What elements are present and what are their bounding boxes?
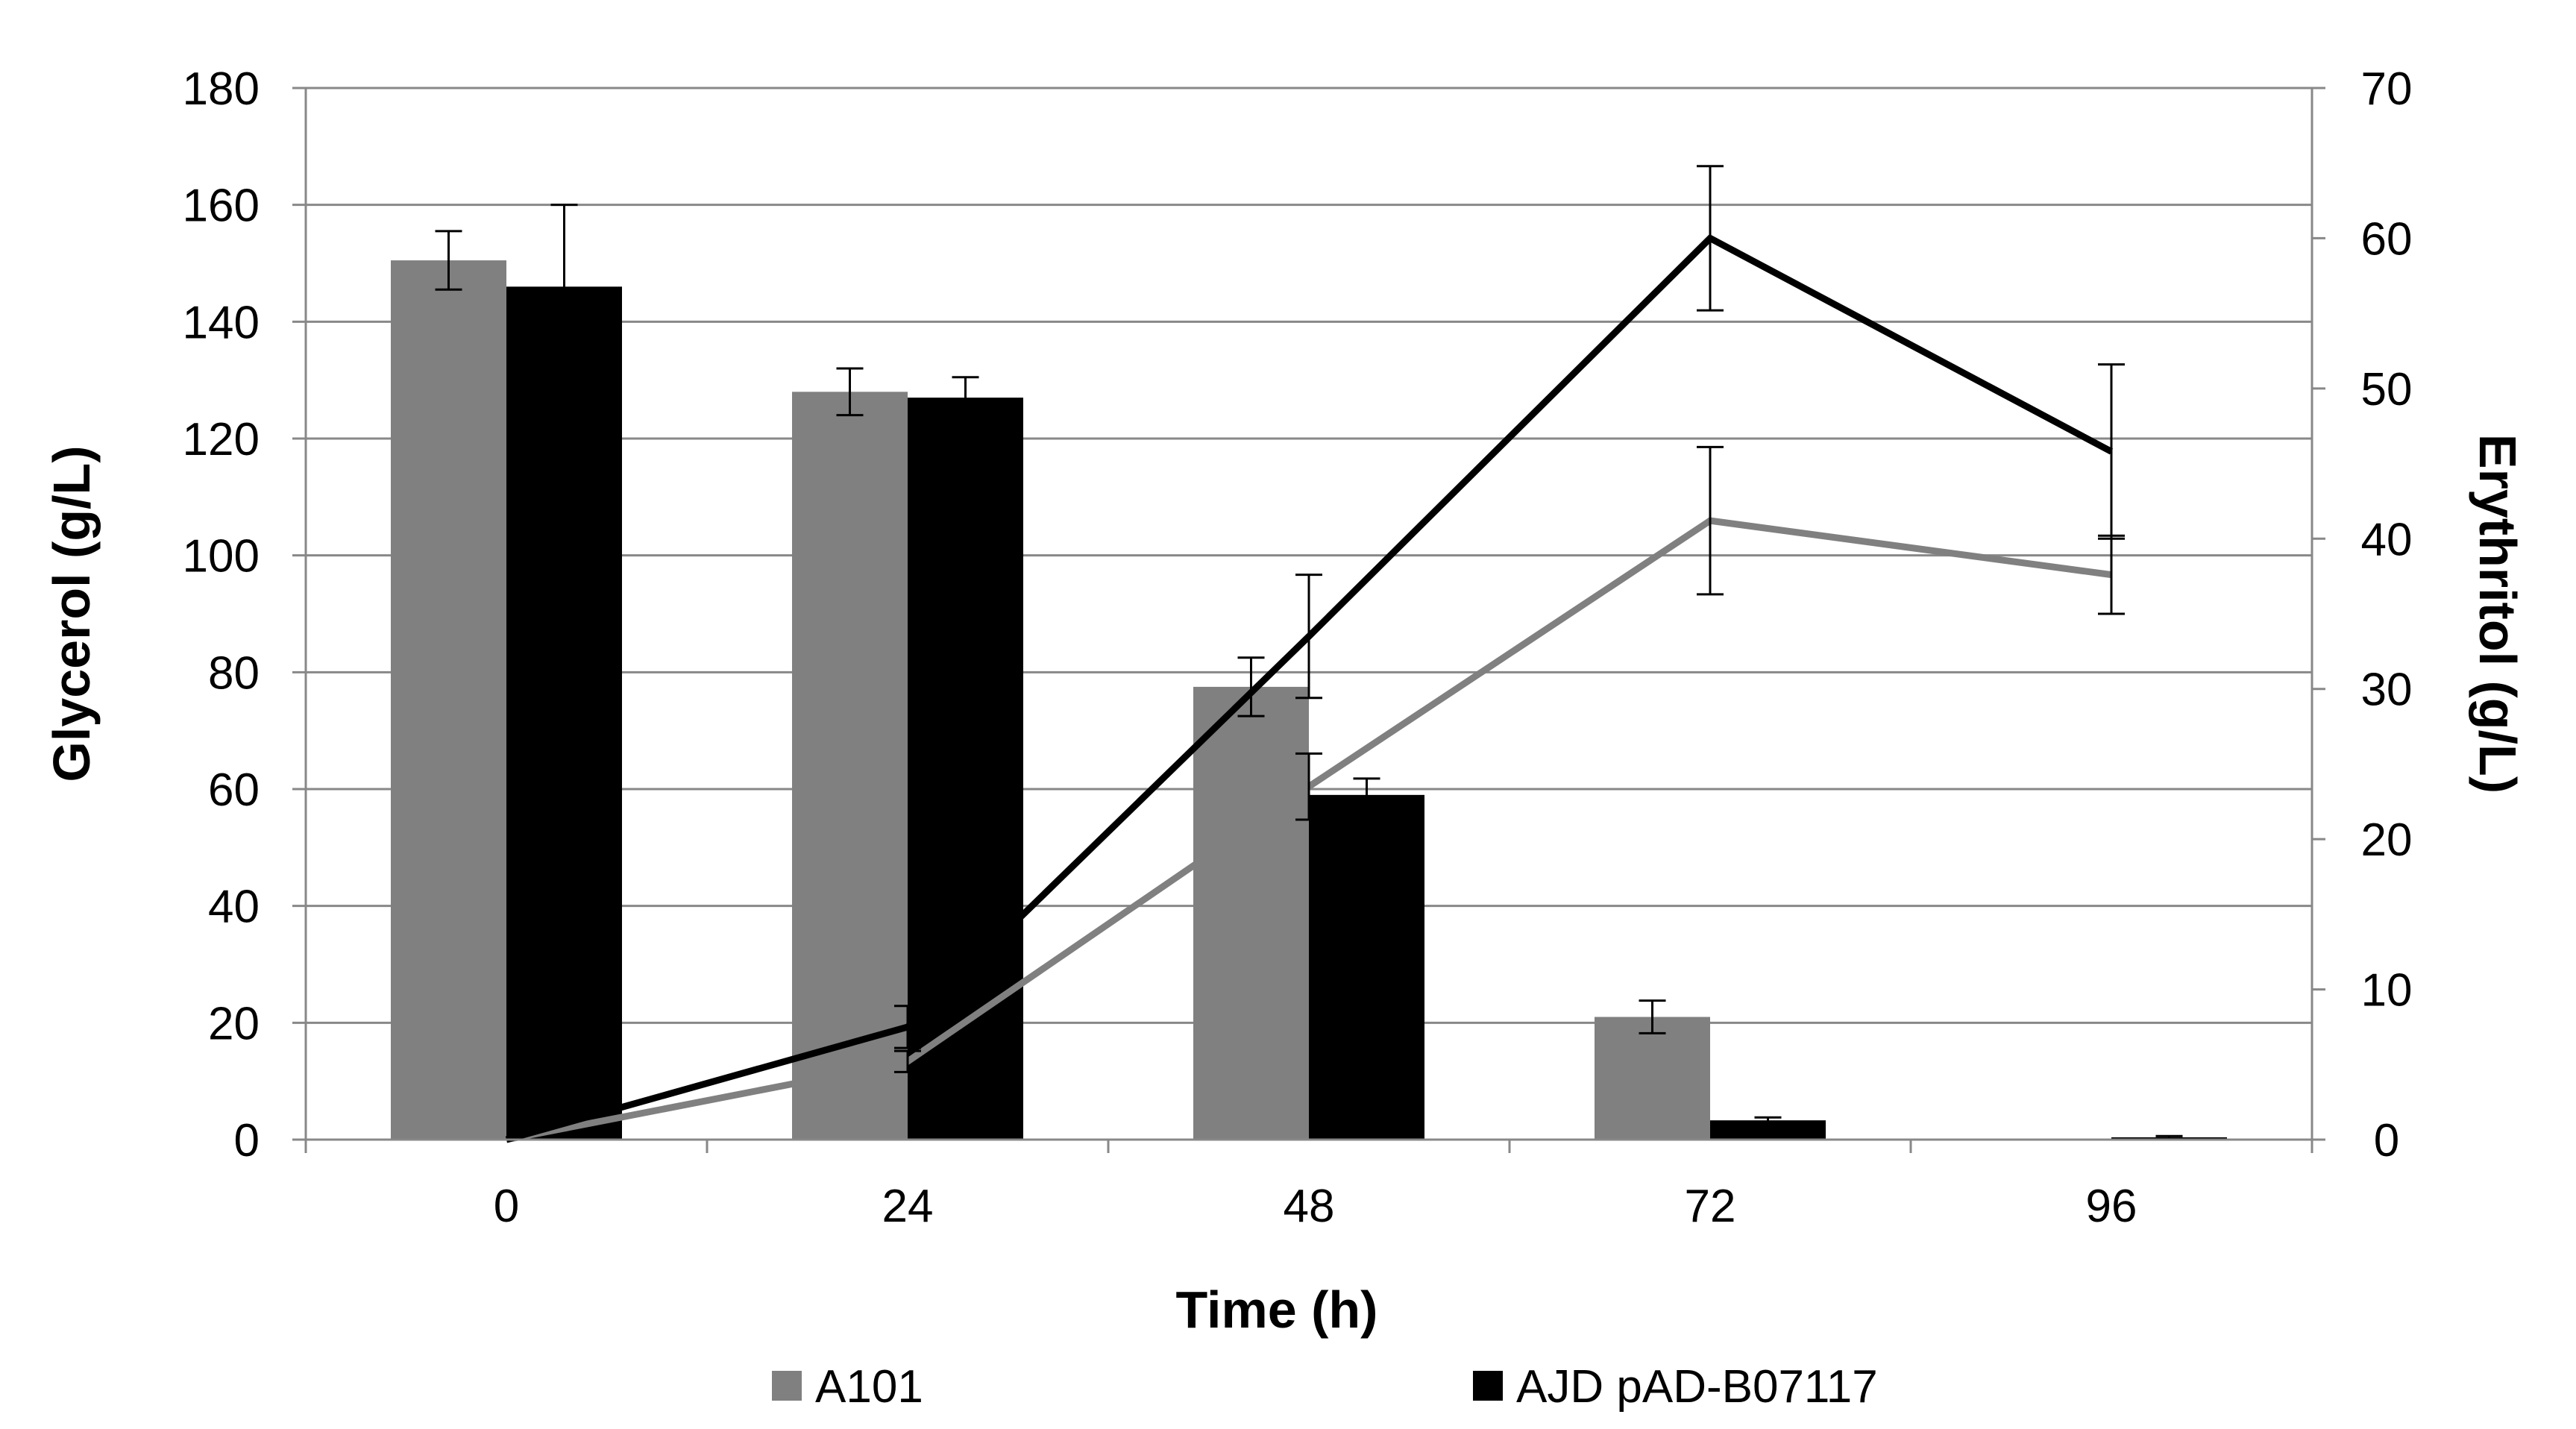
right-tick-label: 10	[2361, 965, 2413, 1017]
bar-a101-0	[391, 260, 506, 1140]
bar-a101-24	[792, 392, 908, 1140]
bar-ajd-0	[506, 286, 622, 1140]
left-tick-label: 120	[183, 414, 260, 465]
x-tick-label: 72	[1685, 1181, 1736, 1232]
left-tick-label: 60	[208, 764, 260, 816]
legend: A101 AJD pAD-B07117	[772, 1361, 1878, 1413]
left-tick-label: 100	[183, 531, 260, 582]
bar-ajd-48	[1309, 794, 1424, 1140]
right-tick-label: 30	[2361, 665, 2413, 716]
x-tick-label: 96	[2086, 1181, 2137, 1232]
left-tick-label: 140	[183, 297, 260, 348]
right-tick-label: 60	[2361, 213, 2413, 265]
y2-axis-title: Erythritol (g/L)	[2469, 434, 2527, 794]
legend-label-a101: A101	[815, 1361, 923, 1413]
left-tick-label: 160	[183, 180, 260, 232]
grid-lines	[306, 87, 2312, 1024]
x-tick-label: 48	[1284, 1181, 1335, 1232]
x-tick-label: 24	[882, 1181, 934, 1232]
tick-labels: 0 20 40 60 80 100 120 140 160 180 0 10 20 30 40 50 60 70 0…	[183, 63, 2413, 1232]
bar-ajd-24	[908, 398, 1023, 1140]
left-tick-label: 80	[208, 647, 260, 699]
left-tick-label: 20	[208, 998, 260, 1049]
left-tick-label: 40	[208, 882, 260, 933]
x-axis-title: Time (h)	[1176, 1281, 1378, 1339]
bar-a101-72	[1595, 1017, 1710, 1140]
bar-a101-48	[1193, 686, 1309, 1140]
legend-label-ajd: AJD pAD-B07117	[1516, 1361, 1878, 1413]
right-tick-label: 0	[2374, 1115, 2399, 1166]
right-tick-label: 70	[2361, 63, 2413, 115]
right-tick-label: 50	[2361, 364, 2413, 415]
right-tick-label: 40	[2361, 514, 2413, 565]
legend-swatch-a101	[772, 1371, 802, 1401]
bars	[391, 204, 2227, 1140]
erythritol-lines	[505, 165, 2125, 1143]
left-tick-label: 0	[234, 1115, 260, 1166]
x-tick-label: 0	[494, 1181, 519, 1232]
left-tick-label: 180	[183, 63, 260, 115]
y-axis-title: Glycerol (g/L)	[43, 445, 101, 782]
legend-swatch-ajd	[1473, 1371, 1503, 1401]
axes	[304, 88, 2313, 1141]
right-tick-label: 20	[2361, 814, 2413, 866]
